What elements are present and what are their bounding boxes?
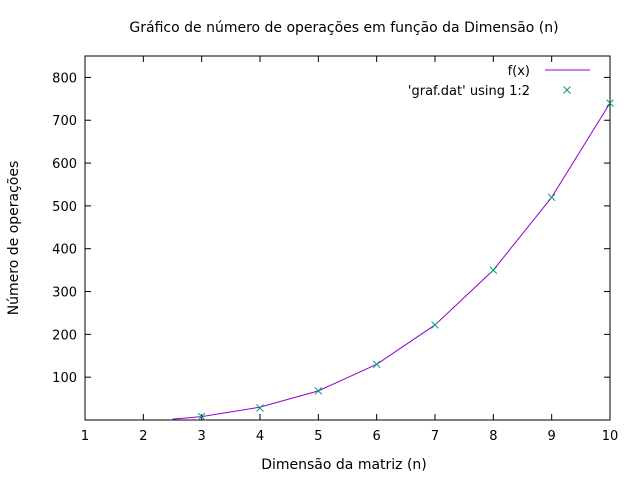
legend-label: 'graf.dat' using 1:2 xyxy=(408,84,530,99)
x-tick-label: 2 xyxy=(139,429,147,444)
y-axis: 100 200 300 400 500 600 700 800 xyxy=(52,71,610,386)
data-point-marker xyxy=(489,266,498,274)
plot-frame xyxy=(84,55,611,421)
data-point-marker xyxy=(606,99,614,107)
y-tick-label: 700 xyxy=(52,114,77,129)
series-layer xyxy=(172,99,614,421)
x-axis: 1 2 3 4 5 6 7 8 9 10 xyxy=(81,56,618,444)
y-axis-label: Número de operações xyxy=(6,161,22,316)
x-axis-label: Dimensão da matriz (n) xyxy=(261,457,427,473)
x-tick-label: 7 xyxy=(431,429,439,444)
y-tick-label: 300 xyxy=(52,286,77,301)
x-tick-label: 8 xyxy=(489,429,497,444)
y-tick-label: 800 xyxy=(52,71,77,86)
series-line-fx xyxy=(172,102,611,420)
data-point-marker xyxy=(372,360,381,369)
y-tick-label: 500 xyxy=(52,200,77,215)
x-tick-label: 3 xyxy=(198,429,206,444)
data-point-marker xyxy=(431,321,439,329)
y-tick-label: 400 xyxy=(52,243,77,258)
legend: f(x) 'graf.dat' using 1:2 xyxy=(408,64,590,99)
data-point-marker xyxy=(547,193,556,202)
chart-title: Gráfico de número de operações em função… xyxy=(129,20,558,36)
data-point-marker xyxy=(256,404,264,412)
x-tick-label: 5 xyxy=(314,429,322,444)
legend-marker-swatch xyxy=(563,86,571,94)
data-point-marker xyxy=(314,387,323,395)
y-tick-label: 200 xyxy=(52,328,77,343)
data-point-marker xyxy=(197,412,206,421)
x-tick-label: 1 xyxy=(81,429,89,444)
x-tick-label: 4 xyxy=(256,429,264,444)
x-tick-label: 9 xyxy=(548,429,556,444)
y-tick-label: 600 xyxy=(52,157,77,172)
x-tick-label: 6 xyxy=(373,429,381,444)
y-tick-label: 100 xyxy=(52,371,77,386)
x-tick-label: 10 xyxy=(602,429,619,444)
legend-label: f(x) xyxy=(508,64,530,79)
